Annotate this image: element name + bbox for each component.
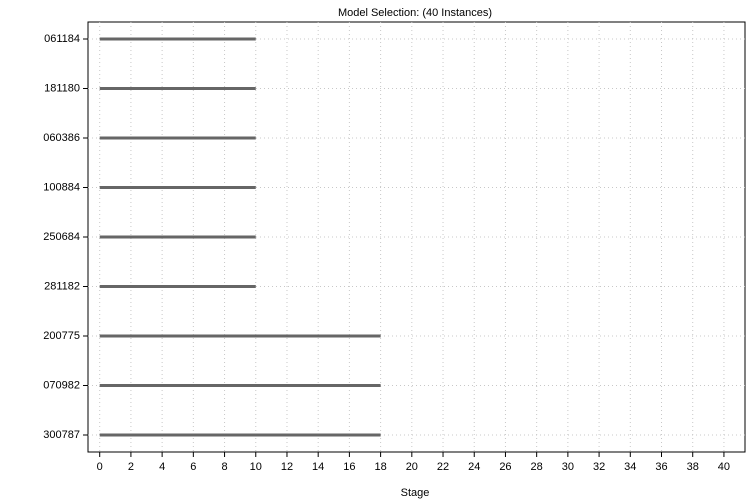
x-tick-label: 32 bbox=[593, 461, 605, 473]
y-tick-label: 300787 bbox=[43, 429, 80, 441]
x-tick-label: 24 bbox=[468, 461, 480, 473]
x-tick-label: 8 bbox=[221, 461, 227, 473]
y-tick-label: 060386 bbox=[43, 132, 80, 144]
x-tick-label: 26 bbox=[499, 461, 511, 473]
x-tick-label: 18 bbox=[374, 461, 386, 473]
x-tick-label: 40 bbox=[718, 461, 730, 473]
x-tick-label: 34 bbox=[624, 461, 636, 473]
x-tick-label: 10 bbox=[250, 461, 262, 473]
x-tick-label: 38 bbox=[687, 461, 699, 473]
x-tick-label: 14 bbox=[312, 461, 324, 473]
y-tick-label: 181180 bbox=[44, 82, 80, 94]
x-tick-label: 6 bbox=[190, 461, 196, 473]
y-tick-label: 070982 bbox=[43, 379, 80, 391]
x-tick-label: 20 bbox=[406, 461, 418, 473]
y-tick-label: 281182 bbox=[44, 280, 80, 292]
x-tick-label: 4 bbox=[159, 461, 165, 473]
x-tick-label: 12 bbox=[281, 461, 293, 473]
x-tick-label: 16 bbox=[343, 461, 355, 473]
x-tick-label: 30 bbox=[562, 461, 574, 473]
y-tick-label: 061184 bbox=[44, 33, 80, 45]
x-tick-label: 0 bbox=[97, 461, 103, 473]
y-tick-label: 100884 bbox=[43, 181, 80, 193]
y-tick-label: 250684 bbox=[43, 231, 80, 243]
chart-title: Model Selection: (40 Instances) bbox=[338, 7, 492, 19]
x-tick-label: 36 bbox=[655, 461, 667, 473]
x-tick-label: 22 bbox=[437, 461, 449, 473]
x-tick-label: 28 bbox=[531, 461, 543, 473]
y-tick-label: 200775 bbox=[43, 330, 80, 342]
x-axis-label: Stage bbox=[401, 487, 430, 499]
x-tick-label: 2 bbox=[128, 461, 134, 473]
